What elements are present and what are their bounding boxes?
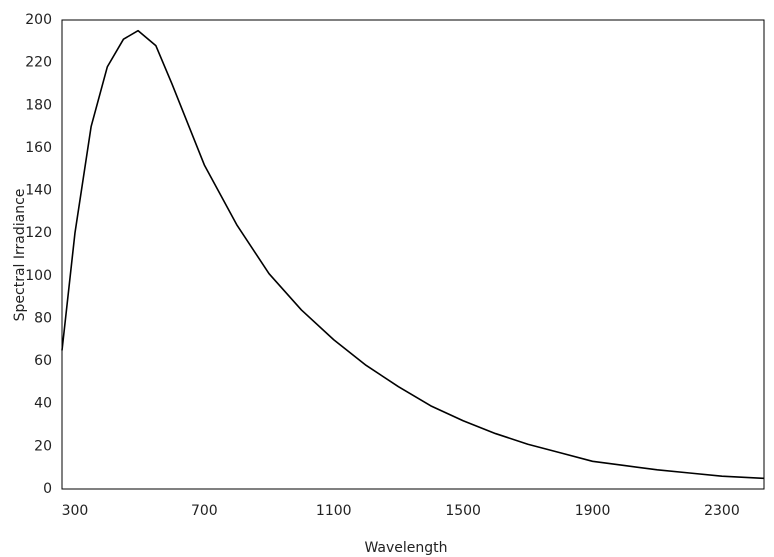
x-tick-label: 1900	[575, 503, 611, 519]
x-tick-label: 300	[62, 503, 89, 519]
y-tick-label: 20	[34, 438, 52, 454]
y-tick-label: 120	[25, 225, 52, 241]
y-tick-label: 40	[34, 396, 52, 412]
y-tick-label: 0	[43, 481, 52, 497]
y-tick-label: 60	[34, 353, 52, 369]
x-tick-label: 2300	[704, 503, 740, 519]
y-axis-label: Spectral Irradiance	[12, 189, 28, 322]
y-tick-label: 100	[25, 268, 52, 284]
x-tick-label: 1100	[316, 503, 352, 519]
x-tick-label: 700	[191, 503, 218, 519]
y-tick-label: 200	[25, 12, 52, 28]
y-tick-label: 160	[25, 140, 52, 156]
x-axis-label: Wavelength	[364, 540, 447, 556]
y-tick-label: 140	[25, 183, 52, 199]
plot-frame	[61, 19, 765, 490]
y-tick-label: 180	[25, 97, 52, 113]
y-tick-label: 80	[34, 310, 52, 326]
x-tick-label: 1500	[445, 503, 481, 519]
y-tick-label: 220	[25, 55, 52, 71]
line-series	[61, 29, 765, 480]
